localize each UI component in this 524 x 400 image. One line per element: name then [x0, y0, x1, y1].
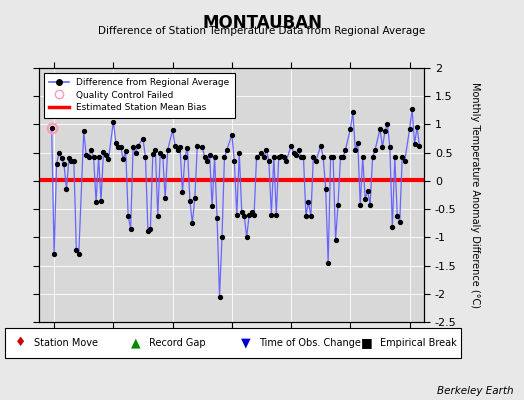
Text: ▲: ▲ [132, 336, 141, 350]
Legend: Difference from Regional Average, Quality Control Failed, Estimated Station Mean: Difference from Regional Average, Qualit… [44, 72, 235, 118]
Y-axis label: Monthly Temperature Anomaly Difference (°C): Monthly Temperature Anomaly Difference (… [471, 82, 481, 308]
Text: ▼: ▼ [242, 336, 251, 350]
Text: Record Gap: Record Gap [149, 338, 206, 348]
Text: Time of Obs. Change: Time of Obs. Change [259, 338, 361, 348]
Text: ♦: ♦ [15, 336, 27, 350]
Text: ■: ■ [361, 336, 373, 350]
Text: MONTAUBAN: MONTAUBAN [202, 14, 322, 32]
Text: Difference of Station Temperature Data from Regional Average: Difference of Station Temperature Data f… [99, 26, 425, 36]
Text: Station Move: Station Move [34, 338, 98, 348]
Text: Empirical Break: Empirical Break [380, 338, 456, 348]
Text: Berkeley Earth: Berkeley Earth [437, 386, 514, 396]
